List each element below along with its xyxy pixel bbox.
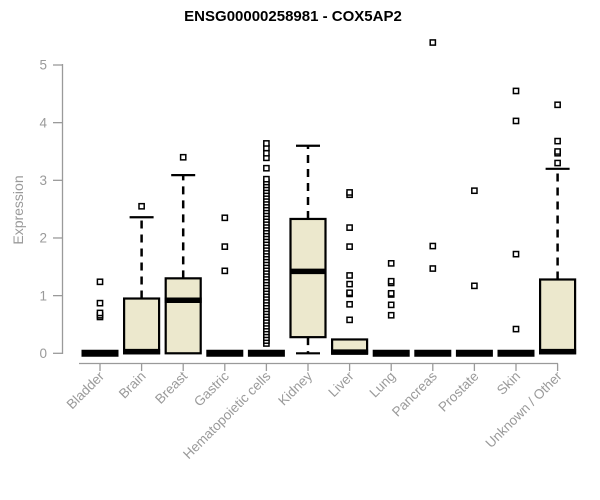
- outlier-hematopoietic-cells: [263, 164, 270, 172]
- y-tick-label-0: 0: [39, 346, 47, 361]
- outlier-prostate: [471, 282, 478, 290]
- outlier-liver: [346, 289, 353, 297]
- outlier-pancreas: [429, 39, 437, 46]
- outlier-liver: [346, 243, 353, 250]
- outlier-gastric: [221, 243, 229, 250]
- outlier-prostate: [471, 187, 478, 195]
- outlier-lung: [387, 289, 395, 297]
- x-tick-label-brain: Brain: [116, 369, 149, 402]
- outlier-hematopoietic-cells: [263, 140, 270, 147]
- outlier-bladder: [96, 309, 104, 317]
- outlier-bladder: [96, 278, 104, 286]
- outlier-unknown-other: [554, 137, 561, 145]
- x-tick-label-bladder: Bladder: [64, 368, 108, 412]
- chart-title: ENSG00000258981 - COX5AP2: [184, 8, 402, 25]
- x-tick-label-skin: Skin: [494, 369, 523, 398]
- outlier-lung: [387, 260, 395, 267]
- y-tick-label-2: 2: [39, 231, 47, 246]
- outlier-pancreas: [429, 242, 437, 250]
- outlier-unknown-other: [554, 159, 561, 167]
- x-tick-label-liver: Liver: [325, 368, 357, 400]
- outlier-skin: [512, 250, 520, 258]
- outlier-brain: [138, 202, 145, 210]
- outlier-lung: [387, 301, 395, 309]
- box-unknown-other: [538, 278, 577, 355]
- outlier-gastric: [221, 214, 229, 222]
- outlier-liver: [346, 316, 353, 324]
- y-tick-label-5: 5: [39, 58, 47, 73]
- outlier-liver: [346, 189, 353, 196]
- outlier-hematopoietic-cells: [263, 149, 270, 157]
- outlier-hematopoietic-cells: [263, 175, 270, 183]
- outlier-skin: [512, 325, 520, 333]
- x-tick-label-prostate: Prostate: [435, 369, 481, 415]
- outlier-liver: [346, 280, 353, 288]
- x-tick-label-gastric: Gastric: [191, 368, 232, 409]
- x-tick-label-breast: Breast: [152, 368, 190, 406]
- box-kidney: [289, 217, 327, 339]
- outlier-liver: [346, 272, 353, 279]
- outlier-liver: [346, 224, 353, 231]
- outlier-skin: [512, 117, 520, 125]
- x-tick-label-kidney: Kidney: [275, 368, 315, 408]
- x-tick-label-unknown-other: Unknown / Other: [482, 368, 565, 451]
- outlier-liver: [346, 300, 353, 308]
- outlier-lung: [387, 311, 395, 319]
- outlier-lung: [387, 277, 395, 285]
- x-tick-label-pancreas: Pancreas: [389, 368, 440, 419]
- y-tick-label-3: 3: [39, 173, 47, 188]
- x-tick-label-lung: Lung: [366, 369, 398, 401]
- y-tick-label-4: 4: [39, 115, 47, 130]
- outlier-unknown-other: [554, 101, 561, 109]
- box-brain: [122, 297, 161, 355]
- box-breast: [164, 277, 202, 355]
- outlier-pancreas: [429, 265, 437, 272]
- outlier-unknown-other: [554, 148, 561, 155]
- outlier-breast: [179, 153, 187, 161]
- outlier-bladder: [96, 299, 104, 307]
- outlier-gastric: [221, 267, 229, 275]
- y-tick-label-1: 1: [39, 288, 47, 303]
- outlier-skin: [512, 87, 520, 95]
